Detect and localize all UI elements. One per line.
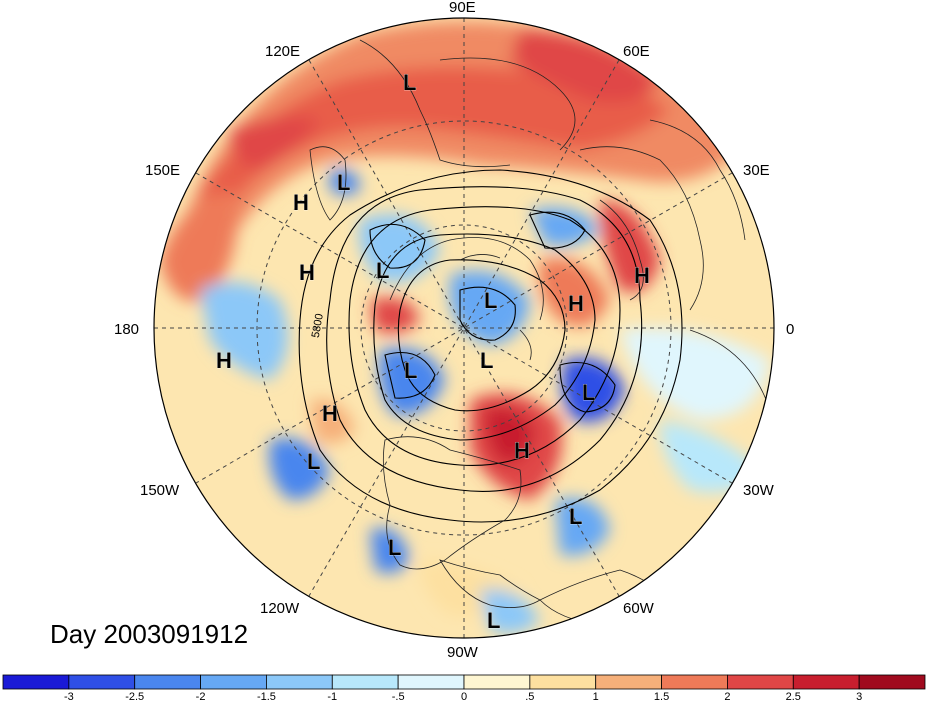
lon-label-90E: 90E — [449, 0, 476, 16]
pressure-center-low-alaska: L — [404, 358, 417, 383]
pressure-center-high-scandinavia: H — [634, 263, 650, 288]
lon-label-0: 0 — [786, 321, 794, 338]
pressure-center-high-us-east: H — [514, 438, 530, 463]
pressure-center-low-mexico: L — [388, 535, 401, 560]
pressure-center-high-europe: H — [568, 291, 584, 316]
lon-label-180: 180 — [114, 321, 139, 338]
coastlines — [309, 39, 771, 626]
pressure-center-low-arctic-2: L — [480, 348, 493, 373]
longitude-labels: 90E 60E 30E 0 30W 60W 90W 120W 150W 180 … — [114, 0, 794, 661]
contour-label-5800: 5800 — [310, 313, 326, 339]
pressure-center-low-central-atlantic: L — [569, 504, 582, 529]
lon-label-60W: 60W — [623, 600, 655, 617]
lon-label-120W: 120W — [260, 600, 300, 617]
lon-label-120E: 120E — [265, 43, 300, 60]
lon-label-150W: 150W — [140, 482, 180, 499]
date-label: Day 2003091912 — [50, 619, 249, 649]
pressure-center-high-bering: H — [299, 260, 315, 285]
graticule — [154, 18, 774, 638]
pressure-center-low-caribbean: L — [487, 608, 500, 633]
pressure-center-low-arctic-1: L — [484, 288, 497, 313]
lon-label-30W: 30W — [743, 482, 775, 499]
pressure-center-high-gulf-alaska: H — [322, 401, 338, 426]
pressure-center-low-chukchi: L — [376, 258, 389, 283]
pressure-centers: L L H H L L L L H H L H H L H L L L — [216, 70, 650, 634]
lon-label-30E: 30E — [743, 162, 770, 179]
map-boundary — [153, 17, 775, 639]
lon-label-60E: 60E — [623, 43, 650, 60]
lon-label-150E: 150E — [145, 162, 180, 179]
anomaly-shading: 5800 — [154, 18, 774, 638]
pressure-center-high-kamchatka: H — [293, 190, 309, 215]
pressure-center-low-north-atlantic: L — [582, 380, 595, 405]
pressure-center-low-north-pacific: L — [307, 449, 320, 474]
height-contours — [298, 169, 683, 523]
lon-label-90W: 90W — [447, 644, 479, 661]
pressure-center-high-north-pacific-west: H — [216, 348, 232, 373]
pressure-center-low-siberia: L — [403, 70, 416, 95]
pressure-center-low-east-siberia: L — [337, 170, 350, 195]
